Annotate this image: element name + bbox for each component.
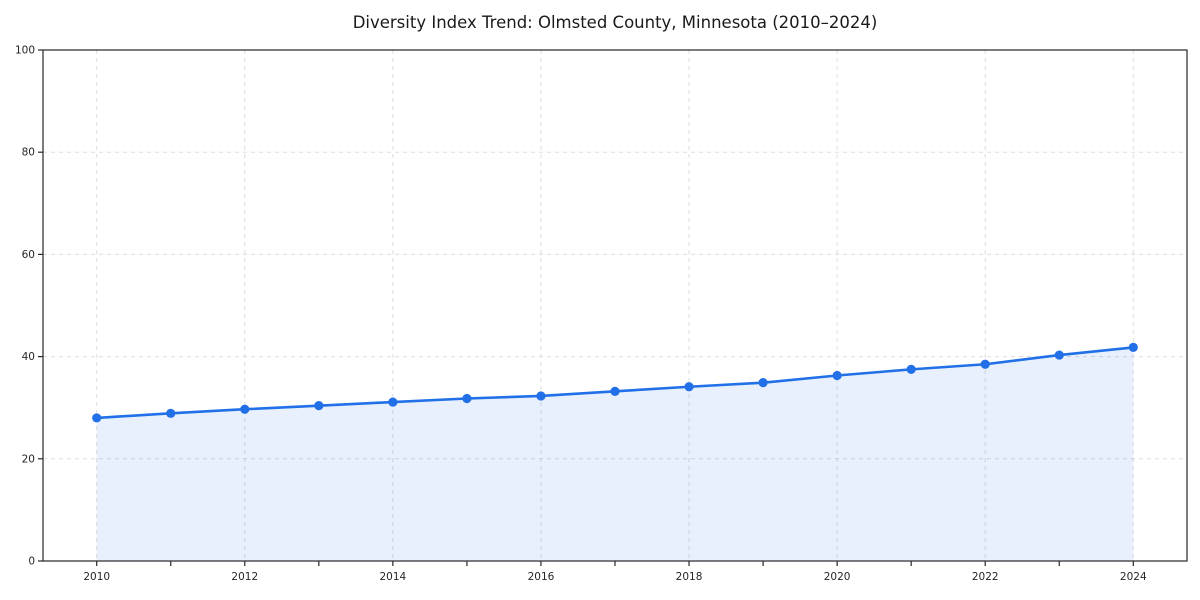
data-point-2013: [314, 401, 324, 411]
y-tick-label: 0: [28, 556, 35, 568]
data-point-2018: [684, 382, 694, 392]
x-tick-label: 2014: [380, 571, 407, 583]
data-point-2010: [92, 413, 102, 423]
y-tick-label: 40: [22, 351, 35, 363]
gridlines: [43, 50, 1187, 561]
data-point-markers: [92, 342, 1138, 423]
data-point-2014: [388, 397, 398, 407]
data-point-2020: [832, 370, 842, 381]
data-point-2024: [1128, 342, 1138, 353]
data-point-2016: [536, 391, 546, 401]
series-area: [96, 347, 1134, 561]
data-point-2019: [758, 378, 768, 388]
x-tick-label: 2016: [528, 571, 555, 583]
y-tick-label: 60: [22, 249, 35, 261]
x-tick-label: 2012: [231, 571, 258, 583]
x-tick-label: 2018: [676, 571, 703, 583]
data-point-2023: [1054, 350, 1064, 360]
data-point-2022: [980, 359, 990, 369]
chart-title: Diversity Index Trend: Olmsted County, M…: [353, 13, 878, 32]
x-tick-label: 2010: [83, 571, 110, 583]
data-point-2021: [906, 364, 916, 374]
x-tick-label: 2024: [1120, 571, 1147, 583]
axis-ticks-and-labels: 0 20 40 60 80 100 2010 2012 2014 2016 2018 2020 2022…: [15, 45, 1147, 584]
y-tick-label: 20: [22, 453, 35, 465]
data-point-2012: [240, 404, 250, 414]
x-tick-label: 2020: [824, 571, 851, 583]
x-tick-label: 2022: [972, 571, 999, 583]
data-point-2015: [462, 393, 472, 404]
data-point-2011: [166, 408, 176, 418]
area-fill: [96, 347, 1134, 561]
y-tick-label: 100: [15, 45, 35, 57]
y-tick-label: 80: [22, 147, 35, 159]
data-point-2017: [610, 386, 620, 396]
